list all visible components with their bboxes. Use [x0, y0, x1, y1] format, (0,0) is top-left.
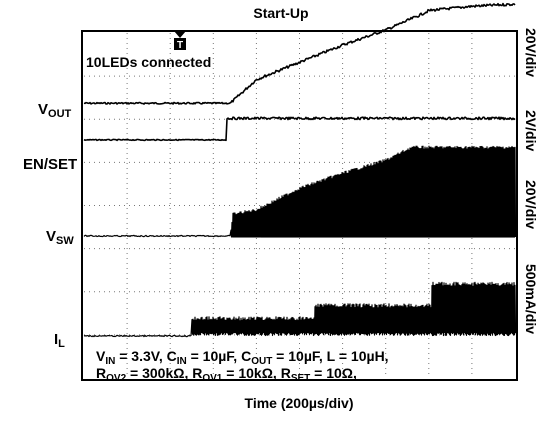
- scale-label-il: 500mA/div: [523, 264, 539, 334]
- channel-label-il: IL: [54, 331, 65, 350]
- series-vsw: [83, 145, 517, 238]
- channel-label-en-set: EN/SET: [23, 156, 77, 173]
- conditions-line-2: ROV2 = 300kΩ, ROV1 = 10kΩ, RSET = 10Ω,: [96, 365, 357, 384]
- trigger-marker: T: [174, 31, 186, 51]
- scale-label-vsw: 20V/div: [523, 180, 539, 229]
- plot-area: T 10LEDs connected VIN = 3.3V, CIN = 10µ…: [81, 2, 518, 384]
- channel-label-vsw: VSW: [46, 228, 74, 247]
- x-axis-label: Time (200µs/div): [245, 395, 354, 411]
- series-il: [83, 281, 517, 338]
- conditions-line-1: VIN = 3.3V, CIN = 10µF, COUT = 10µF, L =…: [96, 348, 389, 367]
- series-en-set: [83, 116, 516, 142]
- scale-label-vout: 20V/div: [523, 28, 539, 77]
- series-vout: [83, 2, 516, 105]
- channel-label-vout: VOUT: [38, 101, 72, 120]
- chart-title: Start-Up: [253, 5, 308, 21]
- annotation-text: 10LEDs connected: [86, 54, 211, 70]
- waveforms: [83, 2, 517, 338]
- trigger-marker-label: T: [177, 40, 183, 51]
- scale-label-en-set: 2V/div: [523, 110, 539, 151]
